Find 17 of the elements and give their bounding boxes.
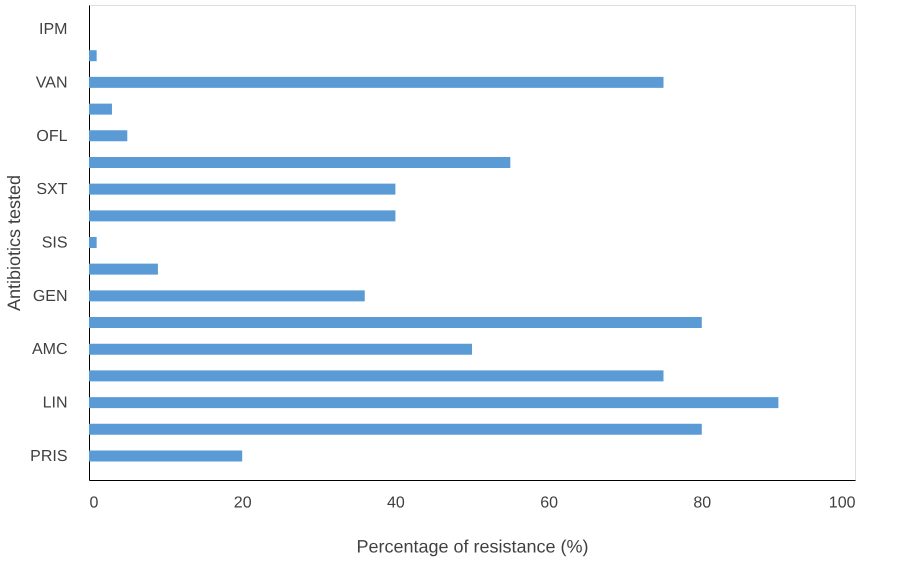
- y-tick-label: SXT: [36, 181, 68, 198]
- y-tick-label: SIS: [42, 234, 68, 252]
- y-axis-title: Antibiotics tested: [4, 174, 24, 312]
- x-axis-title: Percentage of resistance (%): [356, 536, 589, 556]
- y-tick-label: AMC: [32, 341, 68, 358]
- y-tick-label: IPM: [39, 21, 68, 38]
- x-tick-label: 0: [90, 494, 98, 512]
- y-tick-label: LIN: [42, 394, 68, 412]
- y-tick-label: GEN: [32, 288, 68, 305]
- x-tick-label: 80: [693, 494, 712, 512]
- y-tick-label: VAN: [36, 74, 68, 92]
- y-tick-label: PRIS: [30, 448, 68, 465]
- x-tick-label: 60: [540, 494, 558, 512]
- x-tick-label: 100: [828, 494, 856, 512]
- y-tick-label: OFL: [36, 128, 68, 145]
- x-tick-label: 40: [387, 494, 405, 512]
- x-tick-label: 20: [234, 494, 252, 512]
